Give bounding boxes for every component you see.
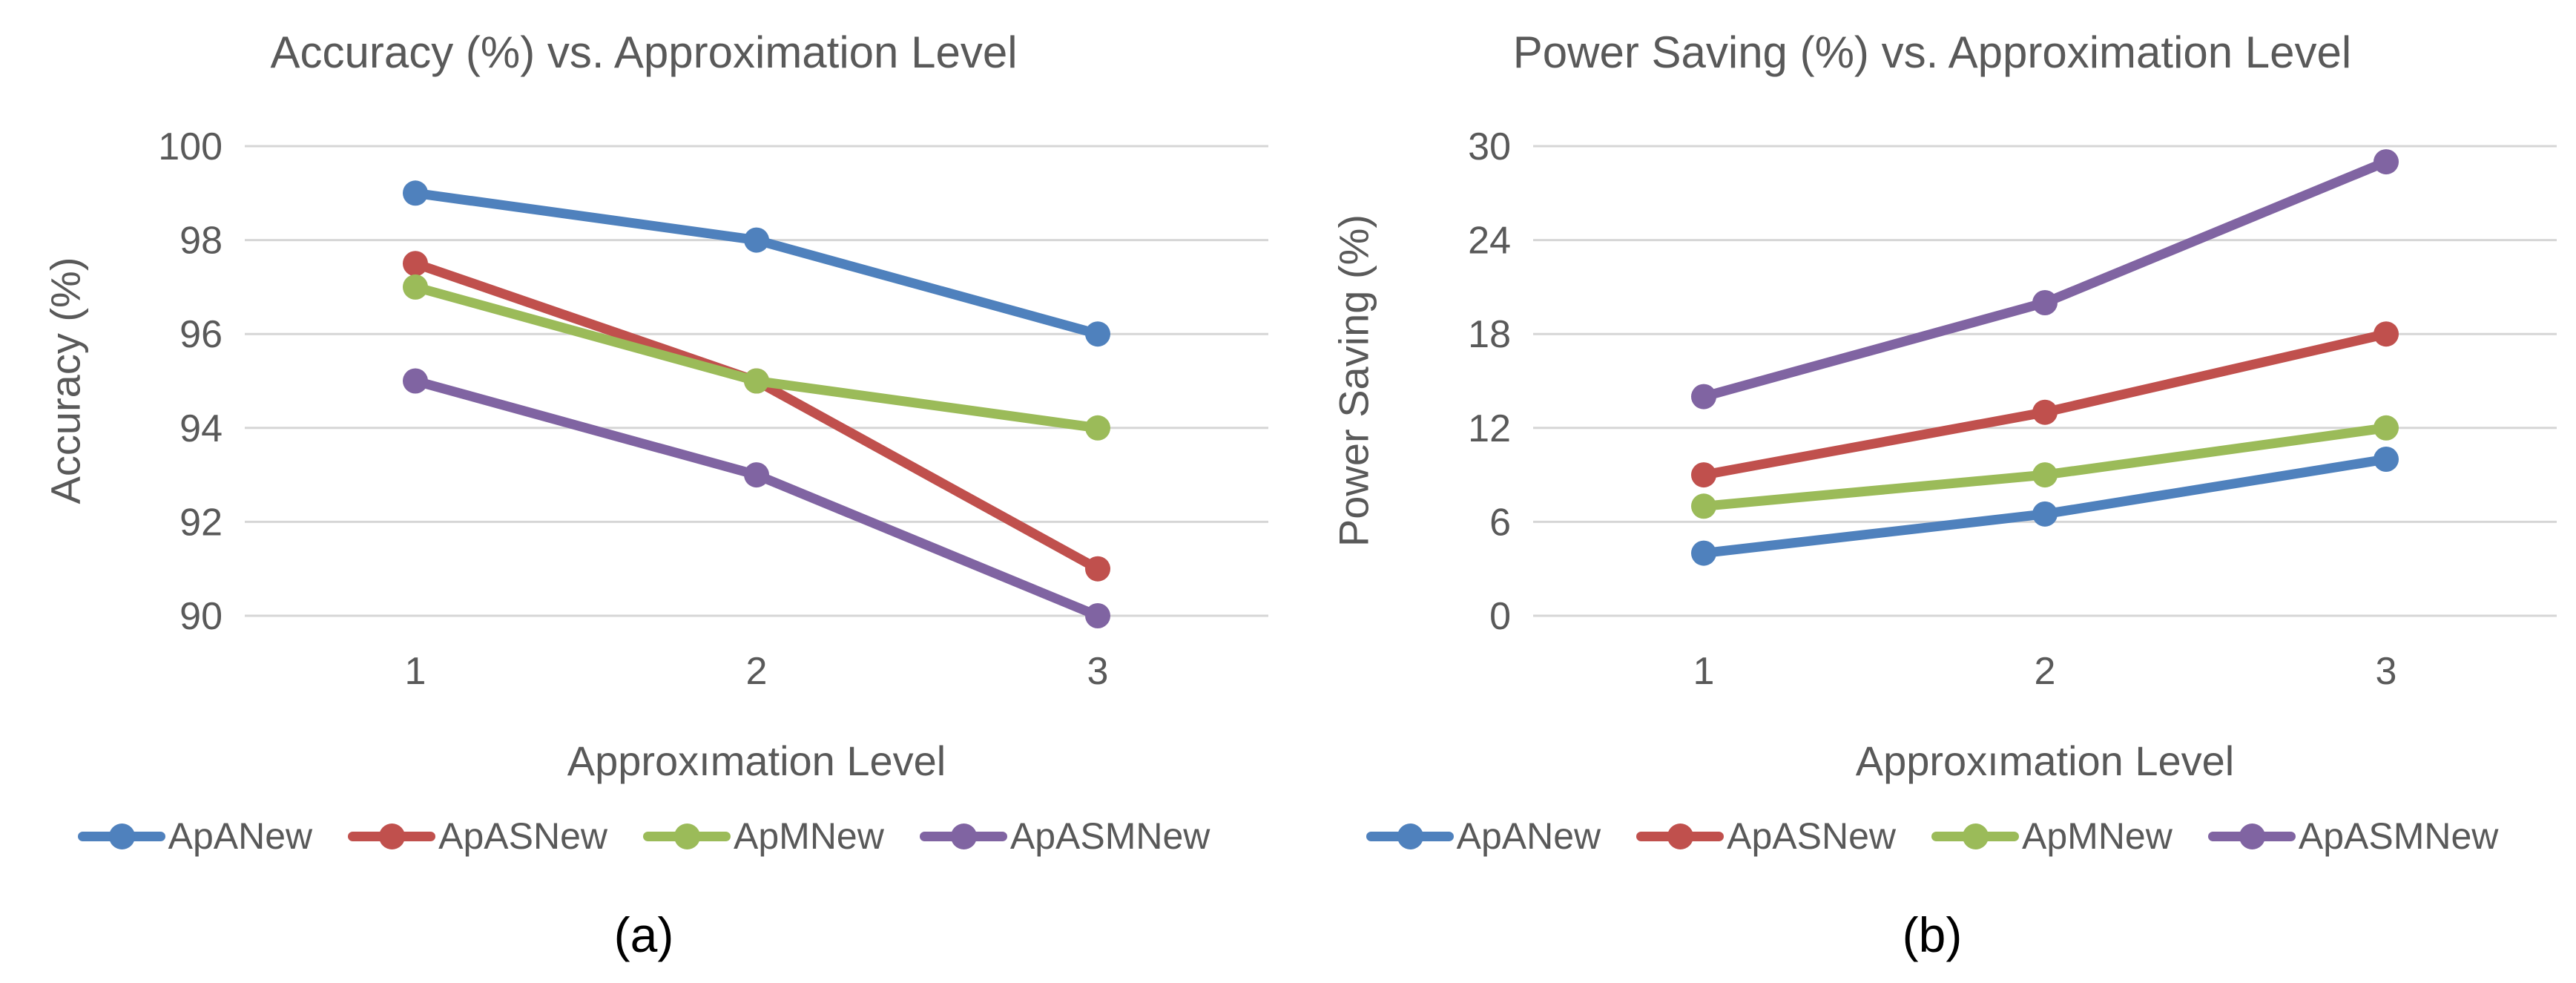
series-marker-ApANew bbox=[1691, 540, 1716, 566]
x-tick-label: 1 bbox=[1693, 650, 1715, 693]
legend-label: ApMNew bbox=[734, 815, 884, 857]
x-tick-label: 3 bbox=[2376, 650, 2397, 693]
legend-dot bbox=[1397, 823, 1423, 849]
x-tick-label: 2 bbox=[2035, 650, 2056, 693]
chart-panel-a: Accuracy (%) vs. Approximation Level Acc… bbox=[0, 27, 1288, 962]
series-marker-ApASNew bbox=[403, 251, 428, 277]
series-marker-ApASNew bbox=[1085, 556, 1110, 582]
series-marker-ApASMNew bbox=[2374, 149, 2399, 175]
legend-line-marker-icon bbox=[919, 820, 1007, 852]
chart-title: Accuracy (%) vs. Approximation Level bbox=[270, 27, 1018, 77]
x-tick-label: 3 bbox=[1087, 650, 1109, 693]
legend-line-marker-icon bbox=[2207, 820, 2296, 852]
legend-label: ApASMNew bbox=[1009, 815, 1210, 857]
series-marker-ApANew bbox=[2374, 447, 2399, 472]
y-tick-label: 24 bbox=[1468, 220, 1511, 263]
chart-title: Power Saving (%) vs. Approximation Level bbox=[1512, 27, 2352, 77]
legend-item-ApASNew: ApASNew bbox=[1636, 815, 1896, 858]
series-marker-ApMNew bbox=[2374, 415, 2399, 441]
y-tick-label: 0 bbox=[1489, 595, 1511, 638]
legend-line-marker-icon bbox=[77, 820, 165, 852]
legend-line-marker-icon bbox=[1366, 820, 1454, 852]
y-tick-label: 6 bbox=[1489, 501, 1511, 544]
series-marker-ApMNew bbox=[1085, 415, 1110, 441]
legend-dot bbox=[379, 823, 406, 849]
legend-line-marker-icon bbox=[348, 820, 436, 852]
series-marker-ApANew bbox=[2032, 501, 2058, 527]
legend-item-ApMNew: ApMNew bbox=[1931, 815, 2173, 858]
legend: ApANew ApASNew ApMNew ApASMNew bbox=[1288, 815, 2576, 858]
series-marker-ApMNew bbox=[1691, 493, 1716, 519]
legend-dot bbox=[1963, 823, 1989, 849]
x-tick-label: 1 bbox=[405, 650, 426, 693]
legend-label: ApASNew bbox=[1727, 815, 1897, 857]
legend-label: ApANew bbox=[168, 815, 313, 857]
series-marker-ApMNew bbox=[2032, 462, 2058, 488]
legend-dot bbox=[108, 823, 135, 849]
series-marker-ApANew bbox=[403, 180, 428, 206]
legend-label: ApANew bbox=[1456, 815, 1601, 857]
series-marker-ApMNew bbox=[744, 368, 769, 394]
legend-dot bbox=[2239, 823, 2265, 849]
legend-line-marker-icon bbox=[1931, 820, 2020, 852]
legend-label: ApASMNew bbox=[2298, 815, 2499, 857]
series-marker-ApANew bbox=[744, 227, 769, 253]
series-marker-ApASMNew bbox=[1691, 384, 1716, 410]
y-tick-label: 98 bbox=[179, 220, 223, 263]
series-marker-ApASMNew bbox=[403, 368, 428, 394]
legend-dot bbox=[674, 823, 701, 849]
legend-item-ApASNew: ApASNew bbox=[348, 815, 607, 858]
series-marker-ApASNew bbox=[2032, 399, 2058, 425]
legend-line-marker-icon bbox=[643, 820, 731, 852]
legend-line-marker-icon bbox=[1636, 820, 1725, 852]
series-marker-ApASMNew bbox=[744, 462, 769, 488]
legend-item-ApANew: ApANew bbox=[77, 815, 313, 858]
series-marker-ApASMNew bbox=[1085, 603, 1110, 628]
chart-panel-b: Power Saving (%) vs. Approximation Level… bbox=[1288, 0, 2576, 983]
caption: (a) bbox=[613, 907, 674, 962]
series-marker-ApASMNew bbox=[2032, 290, 2058, 315]
caption: (b) bbox=[1902, 907, 1963, 962]
y-tick-label: 100 bbox=[158, 125, 223, 168]
legend-item-ApANew: ApANew bbox=[1366, 815, 1601, 858]
y-tick-label: 96 bbox=[179, 313, 223, 356]
y-tick-label: 30 bbox=[1468, 125, 1511, 168]
series-marker-ApANew bbox=[1085, 321, 1110, 347]
series-marker-ApASNew bbox=[1691, 462, 1716, 488]
y-tick-label: 90 bbox=[179, 595, 223, 638]
legend-label: ApMNew bbox=[2022, 815, 2173, 857]
x-axis-title: Approxımation Level bbox=[567, 737, 946, 784]
y-tick-label: 18 bbox=[1468, 313, 1511, 356]
x-tick-label: 2 bbox=[746, 650, 768, 693]
legend-item-ApMNew: ApMNew bbox=[643, 815, 884, 858]
legend-dot bbox=[950, 823, 977, 849]
legend-item-ApASMNew: ApASMNew bbox=[2207, 815, 2499, 858]
legend-item-ApASMNew: ApASMNew bbox=[919, 815, 1210, 858]
legend-label: ApASNew bbox=[438, 815, 608, 857]
legend: ApANew ApASNew ApMNew ApASMNew bbox=[0, 815, 1288, 858]
y-tick-label: 92 bbox=[179, 501, 223, 544]
series-marker-ApASNew bbox=[2374, 321, 2399, 347]
y-tick-label: 12 bbox=[1468, 407, 1511, 450]
legend-dot bbox=[1667, 823, 1694, 849]
x-axis-title: Approxımation Level bbox=[1855, 737, 2235, 784]
y-tick-label: 94 bbox=[179, 407, 223, 450]
series-marker-ApMNew bbox=[403, 274, 428, 300]
plot-area: 90 92 94 96 98 100 1 2 3 bbox=[158, 125, 1268, 693]
